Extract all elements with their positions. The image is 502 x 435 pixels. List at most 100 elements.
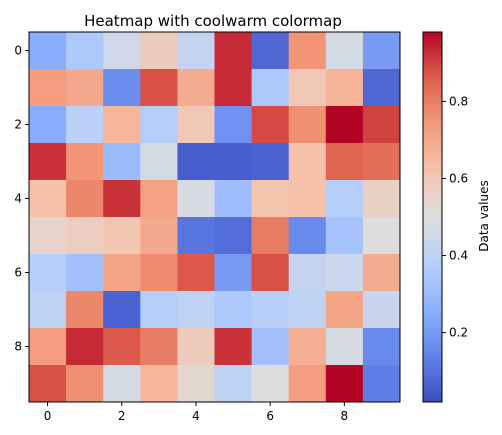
heatmap-cell-r7-c5 (214, 291, 253, 329)
x-tick-label-8: 8 (341, 409, 349, 423)
heatmap-cell-r2-c0 (29, 106, 67, 144)
heatmap-cell-r9-c7 (288, 365, 327, 403)
x-tick-label-0: 0 (44, 409, 52, 423)
heatmap-cell-r6-c2 (103, 254, 141, 292)
heatmap-cell-r0-c3 (140, 32, 178, 70)
heatmap-cell-r9-c4 (177, 365, 215, 403)
colorbar-tick-label-0.2: 0.2 (449, 326, 468, 340)
y-tick-label-8: 8 (14, 340, 22, 354)
y-tick-label-6: 6 (14, 266, 22, 280)
heatmap-cell-r1-c3 (140, 69, 178, 107)
heatmap-cell-r3-c5 (214, 143, 253, 181)
heatmap-cell-r8-c2 (103, 328, 141, 366)
heatmap-cell-r7-c7 (288, 291, 327, 329)
heatmap-cell-r4-c3 (140, 180, 178, 218)
heatmap-cell-r5-c0 (29, 217, 67, 255)
heatmap-cell-r8-c4 (177, 328, 215, 366)
heatmap-cell-r3-c8 (325, 143, 364, 181)
heatmap-cell-r4-c4 (177, 180, 215, 218)
plot-frame (28, 31, 401, 403)
heatmap-cell-r3-c2 (103, 143, 141, 181)
heatmap-cell-r0-c5 (214, 32, 253, 70)
heatmap-cell-r2-c5 (214, 106, 253, 144)
heatmap-cell-r3-c1 (66, 143, 104, 181)
heatmap-cell-r5-c2 (103, 217, 141, 255)
heatmap-cell-r0-c7 (288, 32, 327, 70)
heatmap-cell-r8-c1 (66, 328, 104, 366)
heatmap-cell-r1-c0 (29, 69, 67, 107)
heatmap-cell-r5-c9 (362, 217, 401, 255)
heatmap-cell-r9-c6 (251, 365, 290, 403)
heatmap-cell-r1-c5 (214, 69, 253, 107)
heatmap-cells (29, 32, 401, 403)
heatmap-cell-r9-c1 (66, 365, 104, 403)
heatmap-cell-r3-c6 (251, 143, 290, 181)
heatmap-cell-r6-c1 (66, 254, 104, 292)
heatmap-cell-r6-c9 (362, 254, 401, 292)
heatmap-cell-r3-c9 (362, 143, 401, 181)
heatmap-cell-r8-c3 (140, 328, 178, 366)
heatmap-cell-r8-c5 (214, 328, 253, 366)
heatmap-cell-r5-c4 (177, 217, 215, 255)
heatmap-cell-r9-c9 (362, 365, 401, 403)
colorbar-label: Data values (477, 180, 491, 252)
heatmap-cell-r4-c6 (251, 180, 290, 218)
heatmap-cell-r0-c9 (362, 32, 401, 70)
heatmap-cell-r9-c5 (214, 365, 253, 403)
heatmap-cell-r9-c2 (103, 365, 141, 403)
heatmap-cell-r0-c4 (177, 32, 215, 70)
heatmap-cell-r8-c7 (288, 328, 327, 366)
heatmap-cell-r3-c4 (177, 143, 215, 181)
heatmap-cell-r4-c7 (288, 180, 327, 218)
heatmap-cell-r4-c1 (66, 180, 104, 218)
heatmap-cell-r8-c0 (29, 328, 67, 366)
heatmap-cell-r7-c4 (177, 291, 215, 329)
heatmap-cell-r1-c9 (362, 69, 401, 107)
heatmap-cell-r2-c8 (325, 106, 364, 144)
heatmap-cell-r6-c5 (214, 254, 253, 292)
y-tick-label-2: 2 (14, 118, 22, 132)
heatmap-cell-r2-c4 (177, 106, 215, 144)
heatmap-cell-r8-c9 (362, 328, 401, 366)
heatmap-cell-r4-c9 (362, 180, 401, 218)
heatmap-cell-r2-c9 (362, 106, 401, 144)
heatmap-cell-r0-c8 (325, 32, 364, 70)
heatmap-cell-r6-c7 (288, 254, 327, 292)
y-tick-label-4: 4 (14, 192, 22, 206)
y-axis: 0 2 4 6 8 (14, 44, 29, 354)
heatmap-cell-r0-c6 (251, 32, 290, 70)
heatmap-cell-r7-c3 (140, 291, 178, 329)
y-tick-label-0: 0 (14, 44, 22, 58)
colorbar-frame (422, 31, 443, 403)
heatmap-cell-r2-c7 (288, 106, 327, 144)
heatmap-cell-r1-c1 (66, 69, 104, 107)
heatmap-cell-r1-c7 (288, 69, 327, 107)
heatmap-cell-r3-c7 (288, 143, 327, 181)
heatmap-cell-r0-c0 (29, 32, 67, 70)
x-tick-label-4: 4 (192, 409, 200, 423)
heatmap-cell-r5-c1 (66, 217, 104, 255)
heatmap-cell-r3-c0 (29, 143, 67, 181)
heatmap-cell-r9-c0 (29, 365, 67, 403)
heatmap-cell-r3-c3 (140, 143, 178, 181)
heatmap-cell-r1-c6 (251, 69, 290, 107)
heatmap-cell-r2-c1 (66, 106, 104, 144)
heatmap-cell-r6-c0 (29, 254, 67, 292)
heatmap-cell-r7-c8 (325, 291, 364, 329)
heatmap-cell-r7-c0 (29, 291, 67, 329)
heatmap-cell-r8-c6 (251, 328, 290, 366)
heatmap-cell-r1-c4 (177, 69, 215, 107)
heatmap-cell-r5-c7 (288, 217, 327, 255)
heatmap-cell-r0-c1 (66, 32, 104, 70)
colorbar-tick-label-0.4: 0.4 (449, 249, 468, 263)
heatmap-cell-r5-c5 (214, 217, 253, 255)
heatmap-cell-r5-c3 (140, 217, 178, 255)
heatmap-cell-r9-c8 (325, 365, 364, 403)
heatmap-cell-r1-c8 (325, 69, 364, 107)
x-axis: 0 2 4 6 8 (44, 402, 348, 423)
heatmap-cell-r5-c6 (251, 217, 290, 255)
colorbar-tick-label-0.8: 0.8 (449, 94, 468, 108)
colorbar (423, 32, 442, 402)
heatmap-cell-r8-c8 (325, 328, 364, 366)
heatmap-cell-r5-c8 (325, 217, 364, 255)
